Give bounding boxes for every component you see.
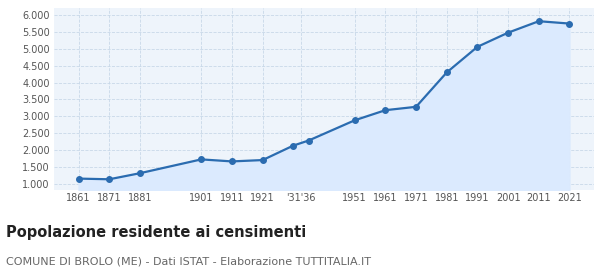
Text: Popolazione residente ai censimenti: Popolazione residente ai censimenti <box>6 225 306 241</box>
Text: COMUNE DI BROLO (ME) - Dati ISTAT - Elaborazione TUTTITALIA.IT: COMUNE DI BROLO (ME) - Dati ISTAT - Elab… <box>6 256 371 266</box>
